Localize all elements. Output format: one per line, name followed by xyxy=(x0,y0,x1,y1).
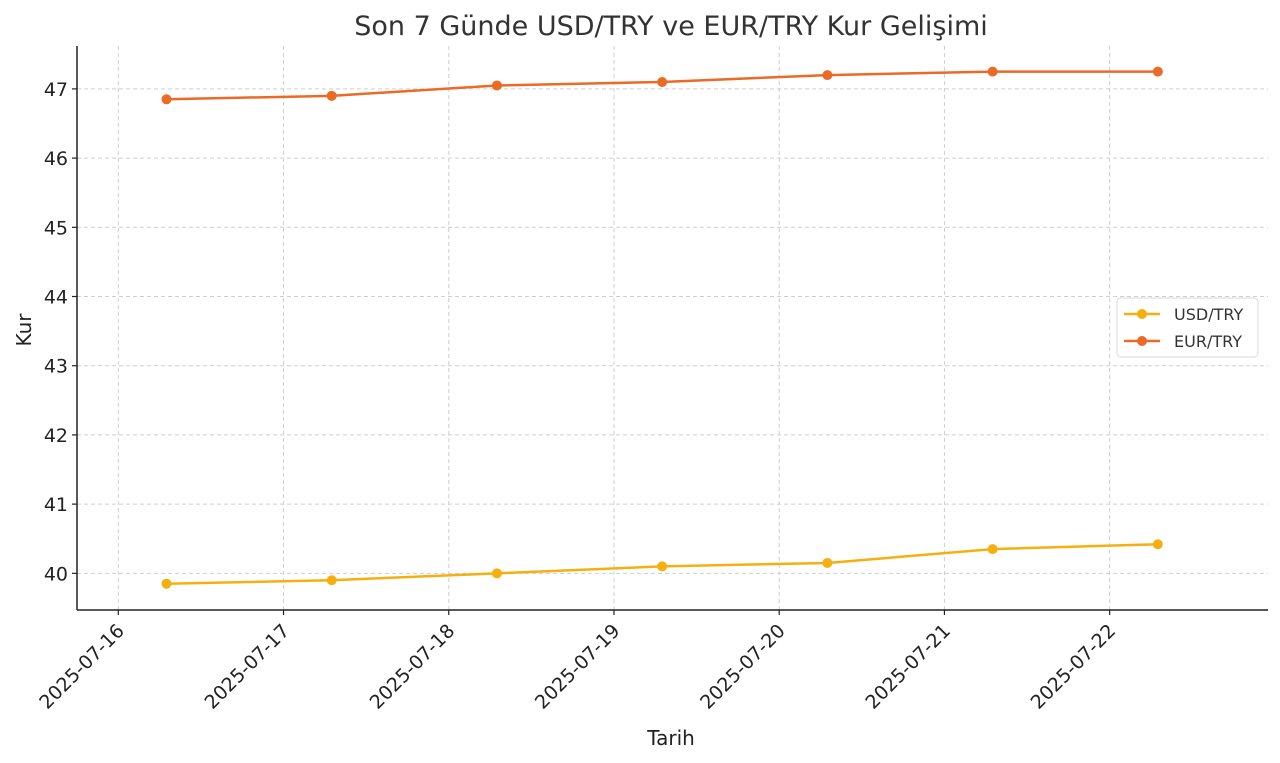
series xyxy=(161,66,1163,589)
x-tick-label: 2025-07-22 xyxy=(1027,620,1121,714)
data-point xyxy=(657,561,668,572)
x-axis-label: Tarih xyxy=(646,726,695,750)
data-point xyxy=(161,94,172,105)
data-point xyxy=(1152,66,1163,77)
data-point xyxy=(987,544,998,555)
data-point xyxy=(657,76,668,87)
grid xyxy=(77,46,1268,610)
data-point xyxy=(326,90,337,101)
data-point xyxy=(987,66,998,77)
x-tick-label: 2025-07-20 xyxy=(696,620,790,714)
x-tick-label: 2025-07-17 xyxy=(200,620,294,714)
chart-title: Son 7 Günde USD/TRY ve EUR/TRY Kur Geliş… xyxy=(354,11,988,42)
y-tick-label: 46 xyxy=(44,148,68,170)
y-tick-label: 40 xyxy=(44,563,68,585)
y-axis-label: Kur xyxy=(12,313,36,347)
y-tick-label: 41 xyxy=(44,494,68,516)
x-tick-label: 2025-07-21 xyxy=(861,620,955,714)
x-tick-label: 2025-07-19 xyxy=(531,620,625,714)
y-tick-label: 44 xyxy=(44,287,68,309)
y-tick-label: 42 xyxy=(44,425,68,447)
y-tick-label: 47 xyxy=(44,79,68,101)
y-tick-label: 43 xyxy=(44,356,68,378)
x-axis-ticks: 2025-07-16 2025-07-17 2025-07-18 2025-07-19… xyxy=(35,610,1120,714)
legend: USD/TRY EUR/TRY xyxy=(1116,297,1259,358)
data-point xyxy=(822,70,833,81)
legend-marker xyxy=(1137,336,1147,346)
data-point xyxy=(1152,539,1163,550)
y-tick-label: 45 xyxy=(44,217,68,239)
legend-label: EUR/TRY xyxy=(1174,332,1242,351)
x-tick-label: 2025-07-16 xyxy=(35,620,129,714)
data-point xyxy=(491,568,502,579)
data-point xyxy=(491,80,502,91)
data-point xyxy=(326,575,337,586)
data-point xyxy=(822,557,833,568)
legend-label: USD/TRY xyxy=(1174,305,1243,324)
legend-marker xyxy=(1137,309,1147,319)
data-point xyxy=(161,578,172,589)
x-tick-label: 2025-07-18 xyxy=(366,620,460,714)
axes-spines xyxy=(76,46,1268,611)
y-axis-ticks: 40 41 42 43 44 45 46 47 xyxy=(44,79,77,585)
